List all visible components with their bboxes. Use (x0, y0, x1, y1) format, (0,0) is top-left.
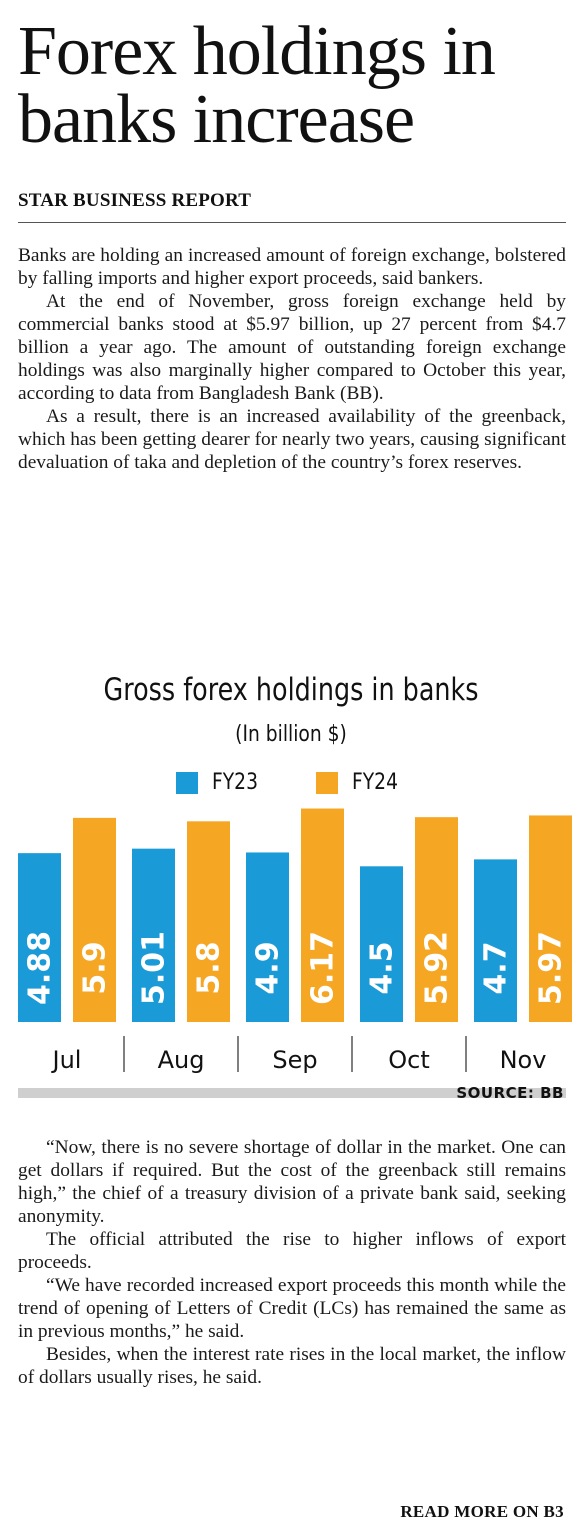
x-tick-label: Sep (272, 1046, 317, 1074)
chart-legend: FY23 FY24 (0, 770, 582, 795)
bar-fy24-jul (73, 817, 116, 1022)
byline: STAR BUSINESS REPORT (18, 190, 252, 211)
paragraph: Banks are holding an increased amount of… (18, 245, 566, 289)
story-body-top: Banks are holding an increased amount of… (18, 244, 566, 474)
bar-value-label: 4.88 (23, 931, 58, 1005)
bar-fy24-aug (187, 821, 230, 1022)
bar-value-label: 6.17 (306, 931, 341, 1005)
bar-value-label: 5.92 (420, 931, 455, 1005)
chart-title: Gross forex holdings in banks (103, 672, 479, 708)
x-tick-label: Jul (51, 1046, 82, 1074)
bar-fy24-sep (301, 808, 344, 1022)
legend-swatch (176, 771, 198, 794)
paragraph: The official attributed the rise to high… (18, 1229, 566, 1273)
bar-fy23-oct (360, 866, 403, 1022)
x-tick-label: Aug (158, 1046, 205, 1074)
legend-swatch (316, 771, 338, 794)
read-more-link[interactable]: READ MORE ON B3 (400, 1502, 564, 1521)
bar-value-label: 5.9 (78, 941, 113, 994)
bar-value-label: 5.8 (192, 941, 227, 994)
x-tick-label: Nov (500, 1046, 547, 1074)
bar-fy23-nov (474, 859, 517, 1022)
paragraph: “We have recorded increased export proce… (18, 1275, 566, 1342)
x-tick-label: Oct (388, 1046, 430, 1074)
legend-label: FY23 (212, 770, 258, 795)
chart-source: SOURCE: BB (456, 1084, 564, 1102)
paragraph: As a result, there is an increased avail… (18, 406, 566, 473)
bar-chart: 4.88 5.9 Jul 5.01 5.8 Aug 4.9 6.17 Sep 4.5 5.92 Oct… (18, 808, 572, 1098)
paragraph: “Now, there is no severe shortage of dol… (18, 1137, 566, 1227)
bar-fy24-nov (529, 815, 572, 1022)
byline-rule (18, 222, 566, 223)
bar-fy23-sep (246, 852, 289, 1022)
bar-value-label: 5.01 (137, 931, 172, 1005)
legend-item-fy24: FY24 (316, 770, 406, 795)
bar-value-label: 4.9 (251, 941, 286, 994)
bar-fy23-jul (18, 853, 61, 1022)
paragraph: At the end of November, gross foreign ex… (18, 291, 566, 404)
bar-fy24-oct (415, 817, 458, 1022)
chart-subtitle: (In billion $) (235, 722, 347, 747)
headline: Forex holdings in banks increase (18, 13, 496, 158)
story-body-bottom: “Now, there is no severe shortage of dol… (18, 1136, 566, 1389)
bar-fy23-aug (132, 848, 175, 1022)
paragraph: Besides, when the interest rate rises in… (18, 1344, 566, 1388)
bar-value-label: 4.7 (479, 941, 514, 994)
chart-baseline-band (18, 1088, 566, 1098)
bar-value-label: 5.97 (534, 931, 569, 1005)
bar-value-label: 4.5 (365, 941, 400, 994)
legend-item-fy23: FY23 (176, 770, 266, 795)
legend-label: FY24 (352, 770, 398, 795)
